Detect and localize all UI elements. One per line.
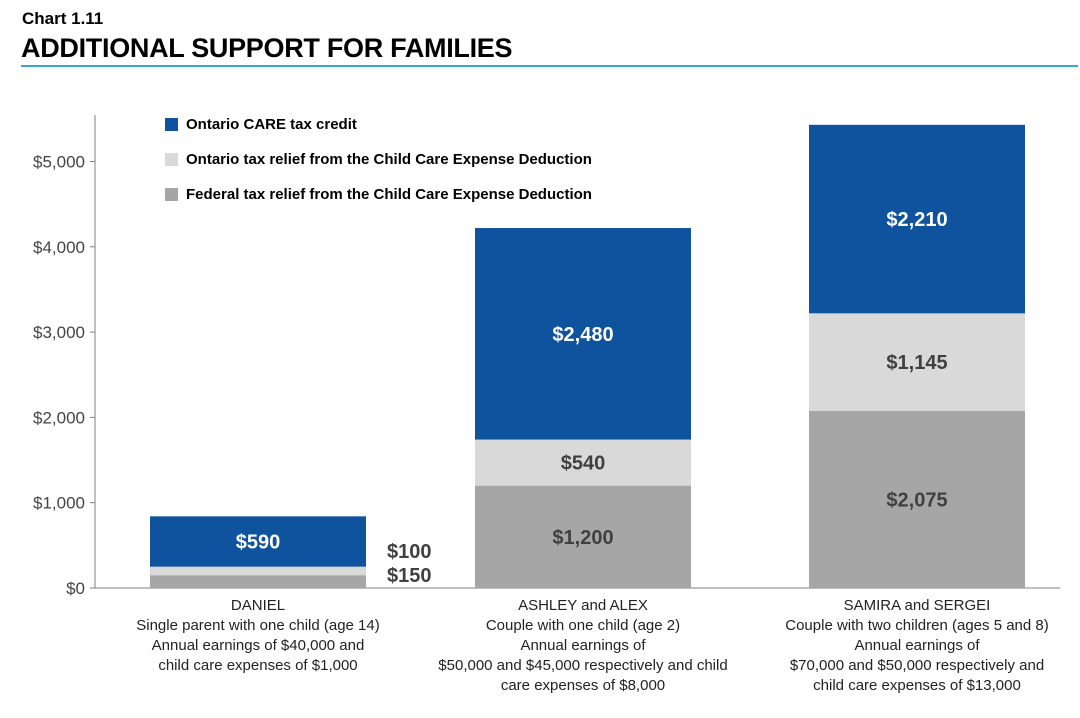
category-name: DANIEL bbox=[230, 597, 286, 614]
legend-label: Ontario tax relief from the Child Care E… bbox=[186, 151, 592, 168]
category-description-line: Single parent with one child (age 14) bbox=[136, 617, 380, 634]
y-tick-label: $1,000 bbox=[33, 494, 85, 513]
legend-label: Federal tax relief from the Child Care E… bbox=[186, 186, 592, 203]
category-description-line: $70,000 and $50,000 respectively and bbox=[789, 657, 1045, 674]
chart-title: ADDITIONAL SUPPORT FOR FAMILIES bbox=[21, 33, 513, 63]
bar-segment bbox=[475, 228, 691, 440]
data-label: $1,200 bbox=[552, 527, 613, 549]
category-description-line: Annual earnings of bbox=[854, 637, 980, 654]
bar-segment bbox=[150, 516, 366, 567]
category-label-block: SAMIRA and SERGEI Couple with two childre… bbox=[752, 596, 1080, 696]
category-label-block: DANIEL Single parent with one child (age … bbox=[93, 596, 423, 676]
y-tick-label: $3,000 bbox=[33, 323, 85, 342]
bar-segment bbox=[809, 124, 1025, 314]
data-label: $2,075 bbox=[886, 490, 947, 512]
category-description-line: child care expenses of $1,000 bbox=[158, 657, 358, 674]
data-label: $2,480 bbox=[552, 324, 613, 346]
y-tick-label: $5,000 bbox=[33, 153, 85, 172]
data-label: $1,145 bbox=[886, 352, 947, 374]
bar-segment bbox=[475, 485, 691, 588]
category-description-line: care expenses of $8,000 bbox=[500, 677, 666, 694]
legend-swatch bbox=[165, 153, 178, 166]
category-name: ASHLEY and ALEX bbox=[518, 597, 648, 614]
legend-swatch bbox=[165, 188, 178, 201]
legend-swatch bbox=[165, 118, 178, 131]
category-description-line: Annual earnings of $40,000 and bbox=[151, 637, 365, 654]
y-tick-label: $0 bbox=[66, 579, 85, 598]
legend-label: Ontario CARE tax credit bbox=[186, 116, 357, 133]
bar-segment bbox=[809, 411, 1025, 588]
bar-segment bbox=[809, 313, 1025, 412]
category-description-line: Couple with two children (ages 5 and 8) bbox=[785, 617, 1049, 634]
data-label: $100 bbox=[387, 541, 432, 563]
y-tick-label: $2,000 bbox=[33, 408, 85, 427]
category-name: SAMIRA and SERGEI bbox=[843, 597, 991, 614]
bar-segment bbox=[150, 575, 366, 588]
category-description-line: Couple with one child (age 2) bbox=[485, 617, 681, 634]
title-rule bbox=[21, 65, 1078, 67]
data-label: $2,210 bbox=[886, 209, 947, 231]
bar-segment bbox=[150, 566, 366, 576]
data-label: $540 bbox=[561, 453, 606, 475]
data-label: $150 bbox=[387, 565, 432, 587]
category-description-line: Annual earnings of bbox=[520, 637, 646, 654]
category-description-line: child care expenses of $13,000 bbox=[813, 677, 1021, 694]
y-tick-label: $4,000 bbox=[33, 238, 85, 257]
bar-segment bbox=[475, 439, 691, 486]
category-label-block: ASHLEY and ALEX Couple with one child (ag… bbox=[418, 596, 748, 696]
data-label: $590 bbox=[236, 532, 281, 554]
chart-number: Chart 1.11 bbox=[22, 9, 104, 28]
category-description-line: $50,000 and $45,000 respectively and chi… bbox=[438, 657, 728, 674]
